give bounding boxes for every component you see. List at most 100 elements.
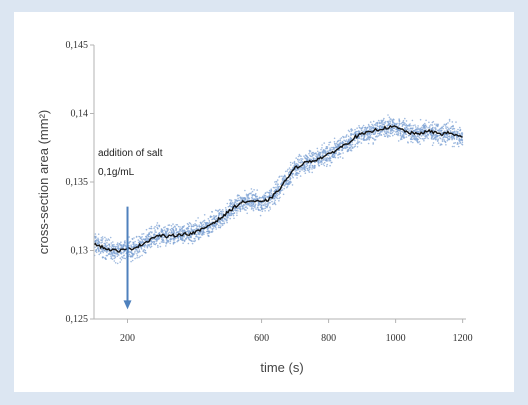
- data-point: [274, 183, 277, 185]
- data-point: [219, 221, 221, 223]
- data-point: [300, 157, 302, 160]
- data-point: [172, 243, 175, 245]
- data-point: [227, 205, 230, 208]
- data-point: [148, 235, 150, 238]
- data-point: [317, 150, 319, 153]
- data-point: [402, 136, 404, 138]
- data-point: [338, 144, 340, 147]
- data-point: [295, 172, 297, 175]
- data-point: [129, 251, 131, 253]
- data-point: [297, 155, 300, 158]
- data-point: [113, 243, 115, 246]
- data-point: [456, 141, 459, 144]
- data-point: [301, 169, 304, 171]
- data-point: [435, 139, 437, 141]
- data-point: [172, 237, 174, 240]
- data-point: [304, 172, 307, 174]
- data-point: [300, 155, 302, 158]
- data-point: [133, 237, 135, 239]
- data-point: [414, 124, 416, 126]
- data-point: [180, 238, 183, 241]
- data-point: [208, 232, 210, 234]
- data-point: [114, 251, 116, 254]
- data-point: [407, 124, 409, 127]
- data-point: [162, 238, 164, 241]
- data-point: [377, 132, 379, 135]
- data-point: [325, 147, 327, 150]
- data-point: [141, 254, 143, 257]
- data-point: [369, 134, 372, 137]
- axes-layer: [90, 44, 466, 323]
- data-point: [183, 239, 185, 242]
- data-point: [137, 251, 140, 254]
- data-point: [288, 183, 290, 185]
- data-point: [282, 175, 285, 178]
- data-point: [421, 124, 424, 127]
- data-point: [310, 152, 313, 155]
- data-point: [456, 136, 458, 139]
- data-point: [350, 148, 352, 150]
- data-point: [376, 125, 379, 128]
- data-point: [399, 129, 401, 131]
- data-point: [392, 127, 394, 130]
- data-point: [176, 224, 179, 226]
- data-point: [230, 200, 233, 202]
- data-point: [131, 255, 134, 258]
- data-point: [267, 191, 270, 194]
- data-point: [112, 251, 114, 254]
- data-point: [396, 133, 398, 136]
- data-point: [324, 157, 326, 159]
- data-point: [134, 243, 136, 245]
- data-point: [459, 141, 462, 144]
- data-point: [372, 133, 375, 135]
- data-point: [351, 145, 353, 148]
- data-point: [415, 137, 418, 139]
- data-point: [308, 152, 310, 155]
- data-point: [136, 257, 138, 259]
- data-point: [414, 126, 417, 128]
- data-point: [447, 128, 450, 130]
- data-point: [360, 138, 363, 140]
- data-point: [239, 210, 242, 213]
- data-point: [257, 204, 259, 206]
- data-point: [139, 237, 142, 240]
- data-point: [143, 238, 145, 241]
- data-point: [401, 134, 404, 136]
- data-point: [276, 192, 279, 195]
- data-point: [244, 198, 247, 201]
- data-point: [321, 144, 323, 146]
- data-point: [201, 234, 204, 236]
- data-point: [322, 158, 325, 160]
- data-point: [457, 128, 459, 131]
- data-point: [100, 251, 102, 253]
- data-point: [274, 181, 276, 183]
- data-point: [124, 257, 127, 260]
- data-point: [220, 225, 222, 227]
- data-point: [175, 228, 177, 231]
- data-point: [434, 123, 436, 125]
- data-point: [155, 238, 158, 240]
- data-point: [351, 143, 354, 146]
- data-point: [369, 121, 372, 123]
- data-point: [345, 136, 347, 138]
- data-point: [217, 226, 220, 229]
- data-point: [194, 238, 196, 240]
- data-point: [252, 209, 255, 212]
- data-point: [342, 157, 344, 159]
- data-point: [461, 139, 464, 141]
- data-point: [307, 169, 310, 172]
- data-point: [431, 144, 434, 147]
- x-tick-label: 800: [321, 333, 336, 344]
- data-point: [158, 232, 160, 234]
- data-point: [212, 227, 215, 229]
- data-point: [401, 125, 404, 127]
- data-point: [234, 201, 237, 204]
- data-point: [378, 132, 381, 135]
- data-point: [450, 127, 452, 130]
- data-point: [323, 150, 326, 152]
- data-point: [370, 129, 373, 132]
- data-point: [331, 146, 333, 149]
- data-point: [410, 138, 412, 141]
- data-point: [198, 233, 201, 236]
- data-point: [256, 189, 259, 191]
